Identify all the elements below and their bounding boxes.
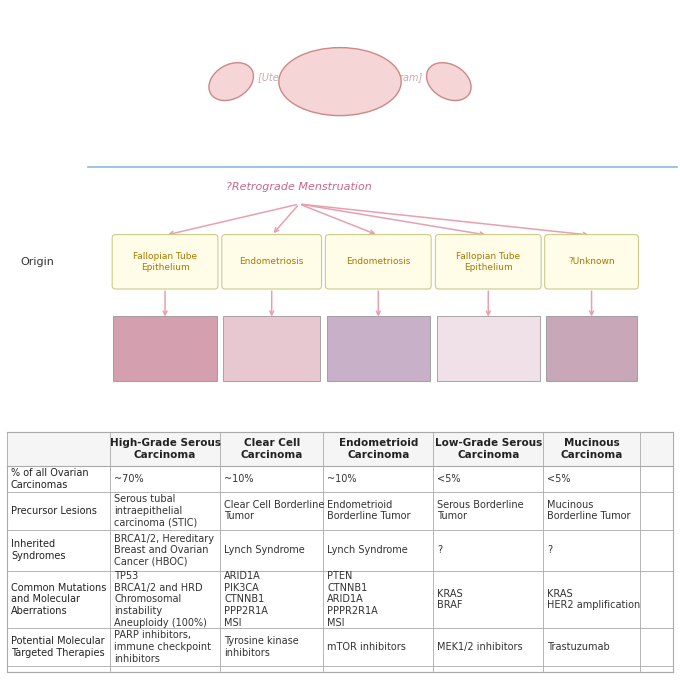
Text: ?Unknown: ?Unknown [568, 257, 615, 267]
Text: Lynch Syndrome: Lynch Syndrome [328, 545, 408, 555]
Text: PTEN
CTNNB1
ARID1A
PPPR2R1A
MSI: PTEN CTNNB1 ARID1A PPPR2R1A MSI [328, 571, 378, 628]
FancyBboxPatch shape [435, 235, 541, 289]
Text: Origin: Origin [20, 257, 54, 267]
Text: ?Retrograde Menstruation: ?Retrograde Menstruation [226, 182, 372, 192]
Text: ~70%: ~70% [114, 474, 143, 483]
Bar [7, 432, 673, 466]
Text: Mucinous
Carcinoma: Mucinous Carcinoma [560, 438, 623, 460]
Text: Tyrosine kinase
inhibitors: Tyrosine kinase inhibitors [224, 636, 299, 658]
Text: Low-Grade Serous
Carcinoma: Low-Grade Serous Carcinoma [435, 438, 542, 460]
Text: Mucinous
Borderline Tumor: Mucinous Borderline Tumor [547, 500, 631, 522]
Bar [223, 316, 320, 381]
Text: Lynch Syndrome: Lynch Syndrome [224, 545, 305, 555]
Text: MEK1/2 inhibitors: MEK1/2 inhibitors [437, 642, 523, 652]
Text: [Uterus/Ovary Anatomy Diagram]: [Uterus/Ovary Anatomy Diagram] [258, 73, 422, 83]
Bar [437, 316, 540, 381]
Text: TP53
BRCA1/2 and HRD
Chromosomal
instability
Aneuploidy (100%): TP53 BRCA1/2 and HRD Chromosomal instabi… [114, 571, 207, 628]
Text: Serous tubal
intraepithelial
carcinoma (STIC): Serous tubal intraepithelial carcinoma (… [114, 494, 197, 527]
Text: Serous Borderline
Tumor: Serous Borderline Tumor [437, 500, 524, 522]
Text: Potential Molecular
Targeted Therapies: Potential Molecular Targeted Therapies [11, 636, 105, 658]
Text: Endometrioid
Borderline Tumor: Endometrioid Borderline Tumor [328, 500, 411, 522]
Ellipse shape [426, 63, 471, 101]
Ellipse shape [209, 63, 254, 101]
Text: ~10%: ~10% [328, 474, 357, 483]
Ellipse shape [279, 48, 401, 116]
Text: Clear Cell
Carcinoma: Clear Cell Carcinoma [241, 438, 303, 460]
Text: ?: ? [547, 545, 552, 555]
Text: ?: ? [437, 545, 443, 555]
Text: Trastuzumab: Trastuzumab [547, 642, 610, 652]
FancyBboxPatch shape [112, 235, 218, 289]
Text: ~10%: ~10% [224, 474, 254, 483]
Text: Endometrioid
Carcinoma: Endometrioid Carcinoma [339, 438, 418, 460]
Bar [114, 316, 217, 381]
Text: Inherited
Syndromes: Inherited Syndromes [11, 539, 65, 561]
Bar [546, 316, 637, 381]
FancyBboxPatch shape [222, 235, 322, 289]
Text: ARID1A
PIK3CA
CTNNB1
PPP2R1A
MSI: ARID1A PIK3CA CTNNB1 PPP2R1A MSI [224, 571, 268, 628]
Text: KRAS
HER2 amplification: KRAS HER2 amplification [547, 589, 641, 610]
Bar [7, 432, 673, 672]
Bar [326, 316, 430, 381]
Text: Endometriosis: Endometriosis [346, 257, 411, 267]
Text: PARP inhibitors,
immune checkpoint
inhibitors: PARP inhibitors, immune checkpoint inhib… [114, 630, 211, 664]
FancyBboxPatch shape [545, 235, 639, 289]
Text: Fallopian Tube
Epithelium: Fallopian Tube Epithelium [133, 252, 197, 271]
Text: <5%: <5% [437, 474, 461, 483]
Text: Clear Cell Borderline
Tumor: Clear Cell Borderline Tumor [224, 500, 324, 522]
Text: BRCA1/2, Hereditary
Breast and Ovarian
Cancer (HBOC): BRCA1/2, Hereditary Breast and Ovarian C… [114, 534, 214, 566]
Text: KRAS
BRAF: KRAS BRAF [437, 589, 463, 610]
Text: Fallopian Tube
Epithelium: Fallopian Tube Epithelium [456, 252, 520, 271]
Text: Common Mutations
and Molecular
Aberrations: Common Mutations and Molecular Aberratio… [11, 583, 106, 616]
Text: mTOR inhibitors: mTOR inhibitors [328, 642, 406, 652]
Text: Precursor Lesions: Precursor Lesions [11, 506, 97, 515]
FancyBboxPatch shape [326, 235, 431, 289]
Text: Endometriosis: Endometriosis [239, 257, 304, 267]
Text: % of all Ovarian
Carcinomas: % of all Ovarian Carcinomas [11, 468, 88, 490]
Text: <5%: <5% [547, 474, 571, 483]
Text: High-Grade Serous
Carcinoma: High-Grade Serous Carcinoma [109, 438, 220, 460]
